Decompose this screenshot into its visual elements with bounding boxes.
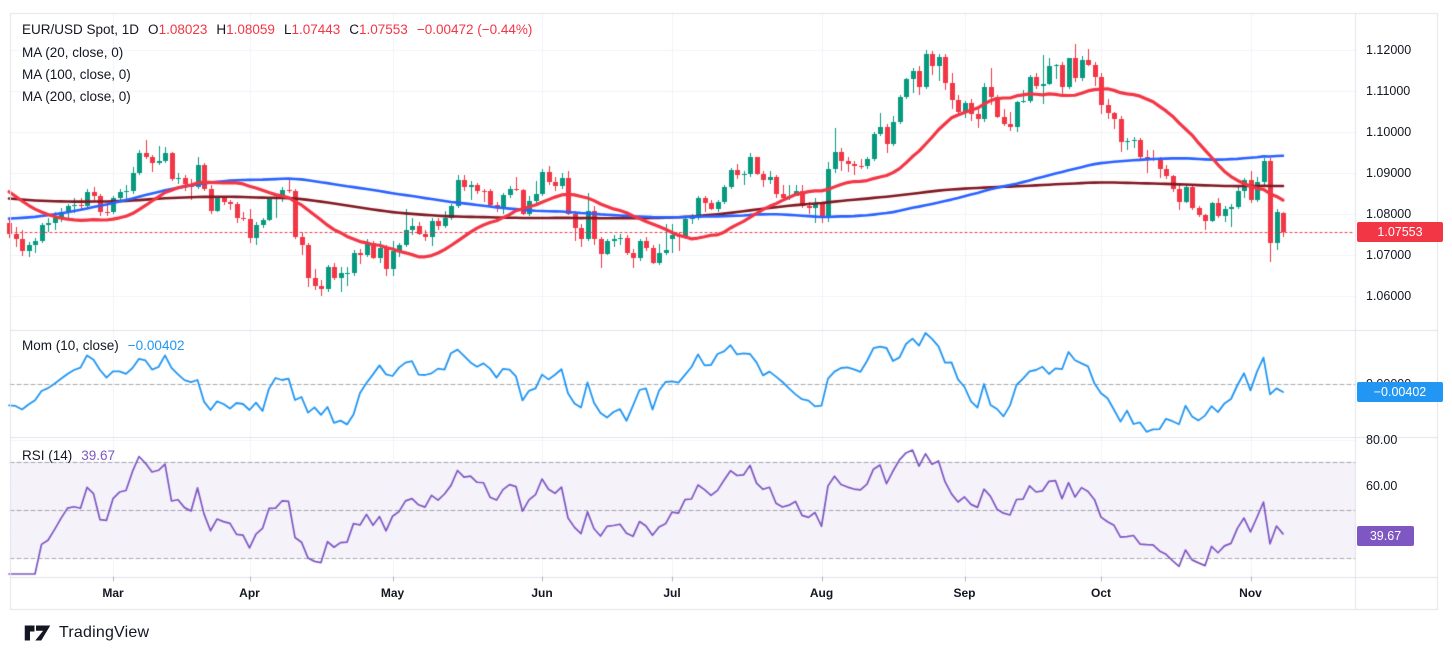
price-axis-label: 1.06000: [1366, 289, 1412, 303]
price-axis-label: 1.07000: [1366, 248, 1412, 262]
price-axis-label: 1.12000: [1366, 43, 1412, 57]
change-value: −0.00472 (−0.44%): [416, 22, 533, 37]
time-axis-month-label: Apr: [239, 586, 260, 600]
momentum-badge: −0.00402: [1357, 382, 1443, 402]
ohlc-pair: O1.08023: [148, 22, 208, 37]
time-axis-month-label: Jul: [663, 586, 681, 600]
tradingview-logo-text: TradingView: [59, 624, 150, 641]
rsi-badge: 39.67: [1357, 526, 1414, 546]
ma-legend-row[interactable]: MA (200, close, 0): [22, 89, 131, 104]
time-axis-month-label: Jun: [531, 586, 553, 600]
momentum-legend[interactable]: Mom (10, close) −0.00402: [22, 337, 184, 354]
rsi-axis-label: 80.00: [1366, 433, 1398, 447]
time-axis-month-label: May: [380, 586, 405, 600]
rsi-legend[interactable]: RSI (14) 39.67: [22, 447, 115, 464]
ma-legend-row[interactable]: MA (100, close, 0): [22, 67, 131, 82]
symbol-title: EUR/USD Spot, 1D: [22, 22, 140, 37]
price-axis-label: 1.08000: [1366, 207, 1412, 221]
tradingview-attribution[interactable]: TradingView: [24, 622, 149, 644]
time-axis-month-label: Nov: [1239, 586, 1262, 600]
ohlc-pair: L1.07443: [283, 22, 341, 37]
time-axis-month-label: Aug: [809, 586, 834, 600]
time-axis-month-label: Oct: [1090, 586, 1112, 600]
tradingview-logo-icon: [24, 625, 51, 641]
momentum-label: Mom (10, close): [22, 338, 119, 353]
last-price-badge: 1.07553: [1357, 222, 1443, 242]
price-axis-label: 1.11000: [1366, 84, 1411, 98]
ma-legend-row[interactable]: MA (20, close, 0): [22, 45, 124, 60]
main-legend[interactable]: EUR/USD Spot, 1D O1.08023 H1.08059 L1.0744…: [22, 21, 532, 38]
time-axis-month-label: Mar: [102, 586, 124, 600]
ohlc-pair: H1.08059: [216, 22, 275, 37]
rsi-value: 39.67: [81, 448, 116, 463]
price-axis-label: 1.10000: [1366, 125, 1412, 139]
price-axis-label: 1.09000: [1366, 166, 1412, 180]
momentum-value: −0.00402: [127, 338, 185, 353]
ohlc-values: O1.08023 H1.08059 L1.07443 C1.07553: [148, 21, 408, 38]
ohlc-pair: C1.07553: [349, 22, 408, 37]
time-axis-month-label: Sep: [953, 586, 976, 600]
rsi-label: RSI (14): [22, 448, 73, 463]
rsi-axis-label: 60.00: [1366, 478, 1398, 493]
